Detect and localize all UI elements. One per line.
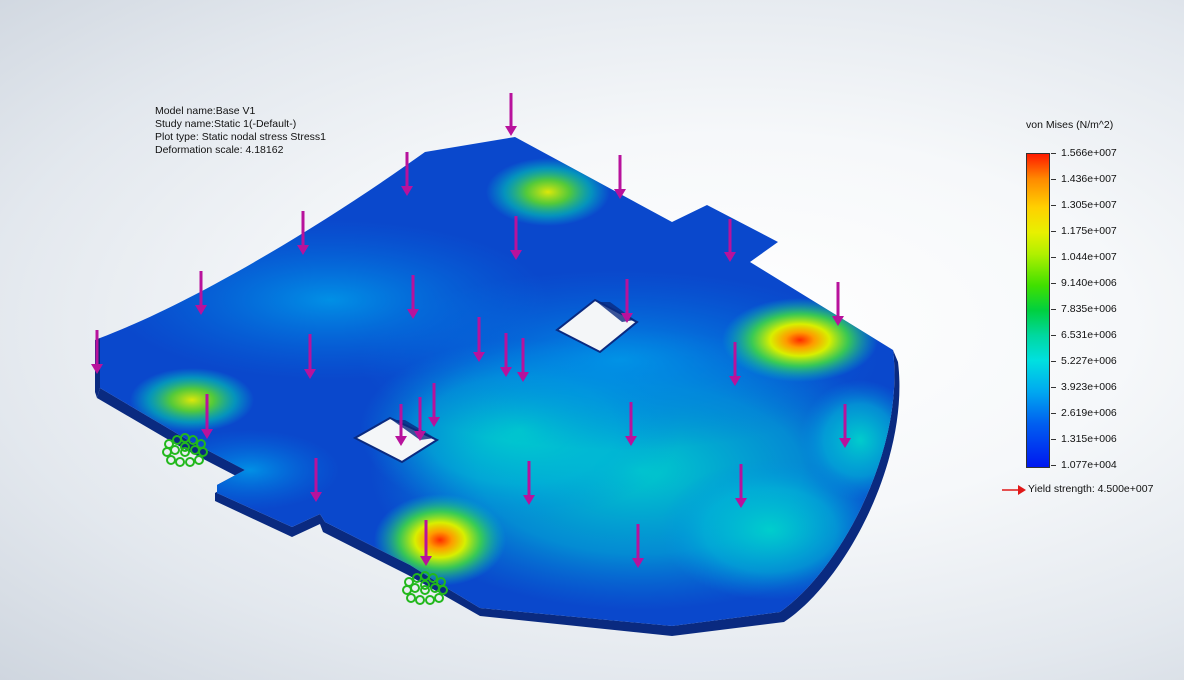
load-arrow-icon <box>395 404 407 446</box>
legend-tick <box>1051 309 1056 310</box>
legend-value-label: 3.923e+006 <box>1061 381 1117 393</box>
legend-color-bar[interactable] <box>1026 153 1050 468</box>
legend-value-label: 1.044e+007 <box>1061 251 1117 263</box>
legend-tick <box>1051 413 1056 414</box>
study-name-text: Study name:Static 1(-Default-) <box>155 118 297 130</box>
legend-value-label: 1.566e+007 <box>1061 147 1117 159</box>
legend-tick <box>1051 179 1056 180</box>
load-arrow-icon <box>735 464 747 508</box>
load-arrow-icon <box>420 520 432 566</box>
legend-value-label: 7.835e+006 <box>1061 303 1117 315</box>
load-arrow-icon <box>473 317 485 362</box>
plot-type-text: Plot type: Static nodal stress Stress1 <box>155 131 326 143</box>
load-arrow-icon <box>621 279 633 323</box>
legend-value-label: 1.175e+007 <box>1061 225 1117 237</box>
load-arrow-icon <box>505 93 517 136</box>
legend-value-label: 9.140e+006 <box>1061 277 1117 289</box>
load-arrow-icon <box>510 216 522 260</box>
load-arrow-icon <box>91 330 103 374</box>
load-arrow-icon <box>625 402 637 446</box>
deformation-scale-text: Deformation scale: 4.18162 <box>155 144 284 156</box>
load-arrow-icon <box>839 404 851 448</box>
load-arrow-icon <box>729 342 741 386</box>
fixed-geometry-icon <box>162 433 208 467</box>
load-arrow-icon <box>201 394 213 439</box>
load-arrow-icon <box>401 152 413 196</box>
legend-tick <box>1051 257 1056 258</box>
legend-value-label: 1.315e+006 <box>1061 433 1117 445</box>
legend-tick <box>1051 439 1056 440</box>
load-arrow-icon <box>428 383 440 427</box>
load-arrow-icon <box>517 338 529 382</box>
fixed-geometry-icon <box>402 571 448 605</box>
load-arrow-icon <box>832 282 844 326</box>
legend-value-label: 2.619e+006 <box>1061 407 1117 419</box>
legend-tick <box>1051 387 1056 388</box>
load-arrow-icon <box>523 461 535 505</box>
legend-tick <box>1051 153 1056 154</box>
load-arrow-icon <box>724 219 736 262</box>
model-name-text: Model name:Base V1 <box>155 105 256 117</box>
model-info-block: Model name:Base V1 Study name:Static 1(-… <box>155 105 326 157</box>
load-arrow-icon <box>414 397 426 441</box>
load-arrow-icon <box>297 211 309 255</box>
legend-tick <box>1051 231 1056 232</box>
legend-value-label: 1.305e+007 <box>1061 199 1117 211</box>
stress-contour-plate[interactable] <box>80 120 920 650</box>
load-arrow-icon <box>614 155 626 199</box>
load-arrow-icon <box>195 271 207 315</box>
load-arrow-icon <box>407 275 419 319</box>
legend-tick <box>1051 465 1056 466</box>
legend-value-label: 6.531e+006 <box>1061 329 1117 341</box>
legend-value-label: 1.077e+004 <box>1061 459 1117 471</box>
legend-tick <box>1051 335 1056 336</box>
yield-arrow-icon <box>1002 485 1026 495</box>
load-arrow-icon <box>304 334 316 379</box>
legend-tick <box>1051 361 1056 362</box>
legend-value-label: 1.436e+007 <box>1061 173 1117 185</box>
legend-tick <box>1051 205 1056 206</box>
legend-title: von Mises (N/m^2) <box>1026 119 1114 131</box>
load-arrow-icon <box>632 524 644 568</box>
load-arrow-icon <box>500 333 512 377</box>
load-arrow-icon <box>310 458 322 502</box>
fixtures-layer <box>162 433 448 605</box>
load-arrows-layer <box>91 93 851 568</box>
legend-value-label: 5.227e+006 <box>1061 355 1117 367</box>
legend-tick <box>1051 283 1056 284</box>
yield-strength-text: Yield strength: 4.500e+007 <box>1028 483 1154 495</box>
